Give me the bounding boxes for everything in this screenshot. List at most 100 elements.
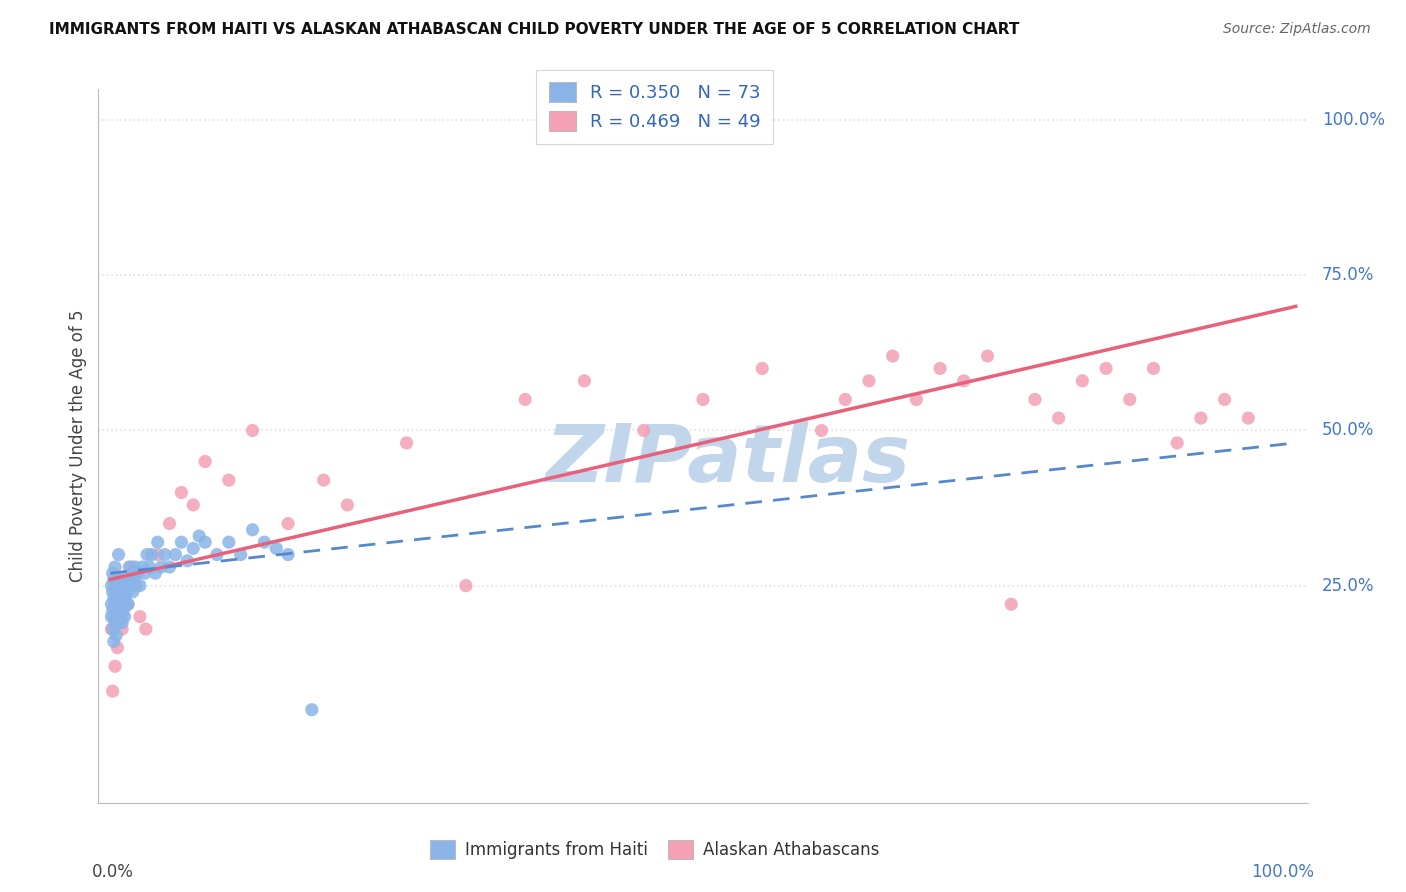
Point [1024, 392, 1046, 407]
Point [111, 573, 134, 587]
Point [751, 361, 773, 376]
Point [120, 579, 142, 593]
Point [242, 523, 264, 537]
Point [101, 566, 124, 581]
Point [103, 634, 125, 648]
Text: 25.0%: 25.0% [1322, 576, 1375, 595]
Point [100, 597, 122, 611]
Point [882, 349, 904, 363]
Point [129, 579, 152, 593]
Point [100, 622, 122, 636]
Point [218, 535, 240, 549]
Legend: Immigrants from Haiti, Alaskan Athabascans: Immigrants from Haiti, Alaskan Athabasca… [423, 834, 886, 866]
Point [1189, 411, 1212, 425]
Point [134, 566, 156, 581]
Point [170, 485, 193, 500]
Point [454, 579, 477, 593]
Point [101, 622, 124, 636]
Point [277, 548, 299, 562]
Point [122, 579, 145, 593]
Point [1142, 361, 1164, 376]
Point [181, 541, 204, 556]
Point [150, 560, 173, 574]
Point [103, 591, 125, 605]
Point [138, 560, 160, 574]
Point [136, 548, 159, 562]
Point [107, 597, 129, 611]
Point [1071, 374, 1094, 388]
Point [905, 392, 928, 407]
Point [692, 392, 714, 407]
Point [108, 579, 131, 593]
Point [105, 640, 128, 655]
Point [112, 584, 135, 599]
Point [103, 573, 125, 587]
Point [101, 584, 124, 599]
Point [1047, 411, 1070, 425]
Point [176, 554, 198, 568]
Point [107, 548, 129, 562]
Text: ZIPatlas: ZIPatlas [544, 421, 910, 500]
Point [105, 609, 128, 624]
Point [104, 597, 127, 611]
Point [1000, 597, 1022, 611]
Point [929, 361, 952, 376]
Point [952, 374, 974, 388]
Point [301, 703, 323, 717]
Point [277, 516, 299, 531]
Point [515, 392, 537, 407]
Point [218, 473, 240, 487]
Point [118, 560, 141, 574]
Point [1213, 392, 1236, 407]
Text: IMMIGRANTS FROM HAITI VS ALASKAN ATHABASCAN CHILD POVERTY UNDER THE AGE OF 5 COR: IMMIGRANTS FROM HAITI VS ALASKAN ATHABAS… [49, 22, 1019, 37]
Point [114, 597, 136, 611]
Point [229, 548, 252, 562]
Point [146, 535, 169, 549]
Text: Source: ZipAtlas.com: Source: ZipAtlas.com [1223, 22, 1371, 37]
Point [117, 597, 139, 611]
Point [110, 591, 132, 605]
Point [1119, 392, 1142, 407]
Point [111, 615, 134, 630]
Point [101, 684, 124, 698]
Point [101, 603, 124, 617]
Point [114, 579, 136, 593]
Point [194, 454, 217, 468]
Point [110, 609, 132, 624]
Point [103, 609, 125, 624]
Point [112, 603, 135, 617]
Point [105, 597, 128, 611]
Point [1166, 436, 1188, 450]
Point [153, 548, 176, 562]
Point [181, 498, 204, 512]
Point [111, 622, 134, 636]
Point [108, 603, 131, 617]
Text: 100.0%: 100.0% [1250, 863, 1313, 881]
Point [858, 374, 880, 388]
Point [100, 609, 122, 624]
Point [104, 579, 127, 593]
Point [127, 566, 149, 581]
Point [105, 591, 128, 605]
Point [633, 424, 655, 438]
Point [117, 573, 139, 587]
Point [108, 609, 131, 624]
Point [114, 579, 136, 593]
Point [121, 560, 143, 574]
Point [135, 622, 157, 636]
Point [159, 560, 181, 574]
Point [104, 659, 127, 673]
Point [129, 609, 152, 624]
Point [574, 374, 596, 388]
Point [124, 560, 146, 574]
Point [121, 566, 143, 581]
Point [100, 579, 122, 593]
Point [264, 541, 287, 556]
Point [146, 548, 169, 562]
Point [159, 516, 181, 531]
Point [104, 560, 127, 574]
Point [105, 584, 128, 599]
Point [188, 529, 211, 543]
Point [395, 436, 418, 450]
Point [143, 566, 166, 581]
